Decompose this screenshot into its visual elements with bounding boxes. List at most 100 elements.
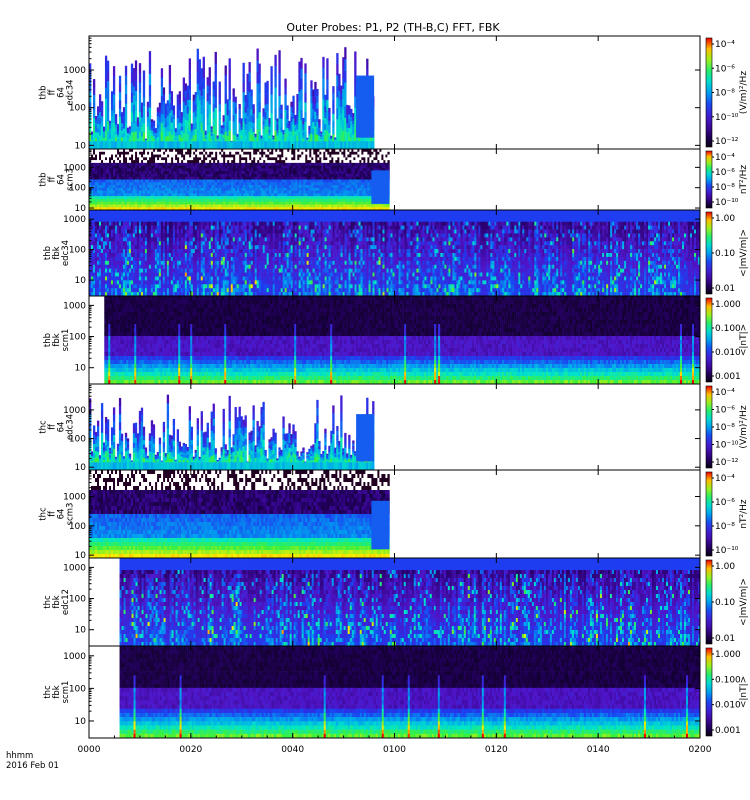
colorbar-tick-label: 1.00 xyxy=(715,562,735,572)
colorbar-tick-label: 10⁻⁸ xyxy=(715,89,735,99)
colorbar-tick-label: 10⁻⁶ xyxy=(715,168,735,178)
y-tick-label: 10 xyxy=(75,463,87,473)
y-tick-label: 100 xyxy=(69,595,86,605)
colorbar-tick-label: 10⁻¹² xyxy=(715,458,739,468)
panel-label: thcff64edc34 xyxy=(39,414,76,440)
colorbar-tick-label: 10⁻⁴ xyxy=(715,153,735,163)
panel-label: thbff64edc34 xyxy=(39,79,76,105)
colorbar-tick-label: 0.010 xyxy=(715,348,741,358)
colorbar-tick-label: 0.001 xyxy=(715,726,741,736)
spectrogram-body xyxy=(89,395,374,470)
y-tick-label: 100 xyxy=(69,333,86,343)
spectrogram-body xyxy=(120,646,701,738)
x-tick-label: 0120 xyxy=(485,745,508,755)
colorbar-tick-label: 10⁻⁸ xyxy=(715,423,735,433)
y-tick-label: 100 xyxy=(69,246,86,256)
x-tick-label: 0200 xyxy=(689,745,712,755)
colorbar: 1.00 0.10 0.01 <|mV/m|> xyxy=(706,212,749,294)
colorbar: 10⁻⁴ 10⁻⁶ 10⁻⁸ 10⁻¹⁰ 10⁻¹² (V/m)²/Hz xyxy=(706,38,749,147)
colorbar-tick-label: 10⁻¹⁰ xyxy=(715,441,739,451)
colorbar-tick-label: 10⁻⁶ xyxy=(715,406,735,416)
colorbar-tick-label: 0.001 xyxy=(715,372,741,382)
panel-8: 1000 100 10 thcfbkscm1 1.000 0.100 0.010 0.001 <… xyxy=(43,646,749,738)
colorbar-tick-label: 10⁻⁴ xyxy=(715,388,735,398)
panel-label: thcfbkedc12 xyxy=(43,589,71,615)
colorbar-tick-label: 0.10 xyxy=(715,249,735,259)
colorbar-tick-label: 0.01 xyxy=(715,284,735,294)
y-tick-label: 1000 xyxy=(63,301,86,311)
y-tick-label: 10 xyxy=(75,204,87,214)
colorbar-tick-label: 0.100 xyxy=(715,675,741,685)
colorbar-tick-label: 10⁻⁶ xyxy=(715,64,735,74)
spectrogram-body xyxy=(89,470,390,558)
colorbar-tick-label: 10⁻¹⁰ xyxy=(715,546,739,556)
x-tick-label: 0140 xyxy=(587,745,610,755)
y-tick-label: 10 xyxy=(75,364,87,374)
colorbar-tick-label: 0.01 xyxy=(715,634,735,644)
y-tick-label: 1000 xyxy=(63,652,86,662)
colorbar-tick-label: 10⁻⁴ xyxy=(715,474,735,484)
panel-3: 1000 100 10 thbfbkedc34 1.00 0.10 0.01 <|mV/m|> xyxy=(43,210,749,296)
panels: 100010010thbff64edc3410⁻⁴10⁻⁶10⁻⁸10⁻¹⁰10… xyxy=(39,36,750,738)
panel-1: 100010010thbff64edc3410⁻⁴10⁻⁶10⁻⁸10⁻¹⁰10… xyxy=(39,36,750,151)
spectrogram-body xyxy=(89,47,374,149)
colorbar-tick-label: 10⁻⁴ xyxy=(715,40,735,50)
panel-label: thbfbkedc34 xyxy=(43,240,71,266)
y-tick-label: 1000 xyxy=(63,66,86,76)
colorbar-tick-label: 1.00 xyxy=(715,214,735,224)
colorbar: 1.000 0.100 0.010 0.001 <|nT|> xyxy=(706,648,749,736)
y-tick-label: 10 xyxy=(75,551,87,561)
colorbar-tick-label: 10⁻⁶ xyxy=(715,498,735,508)
panel-2: 100010010thbff64scm310⁻⁴10⁻⁶10⁻⁸10⁻¹⁰nT²… xyxy=(39,149,750,214)
spectrogram-body xyxy=(89,149,390,210)
panel-5: 100010010thcff64edc3410⁻⁴10⁻⁶10⁻⁸10⁻¹⁰10… xyxy=(39,384,750,473)
colorbar-tick-label: 1.000 xyxy=(715,650,741,660)
panel-7: 1000 100 10 thcfbkedc12 1.00 0.10 0.01 <|mV/m|> xyxy=(43,558,749,646)
panel-label: thcff64scm3 xyxy=(39,503,76,526)
y-tick-label: 1000 xyxy=(63,215,86,225)
x-tick-label: 0020 xyxy=(179,745,202,755)
x-axis-unit-label: hhmm xyxy=(6,751,33,761)
colorbar-unit-label: <|mV/m|> xyxy=(739,229,749,277)
x-tick-label: 0100 xyxy=(383,745,406,755)
colorbar-tick-label: 10⁻¹⁰ xyxy=(715,198,739,208)
colorbar-tick-label: 1.000 xyxy=(715,300,741,310)
colorbar-unit-label: (V/m)²/Hz xyxy=(739,71,749,114)
panel-label: thbff64scm3 xyxy=(39,168,76,191)
panel-4: 1000 100 10 thbfbkscm1 1.000 0.100 0.010 0.001 <… xyxy=(43,296,749,384)
colorbar-tick-label: 0.10 xyxy=(715,598,735,608)
y-tick-label: 1000 xyxy=(63,492,86,502)
spectrogram-body xyxy=(104,296,700,384)
colorbar-tick-label: 0.010 xyxy=(715,701,741,711)
colorbar-tick-label: 0.100 xyxy=(715,324,741,334)
panel-label: thbfbkscm1 xyxy=(43,329,71,352)
colorbar-tick-label: 10⁻¹² xyxy=(715,137,739,147)
colorbar-unit-label: <|mV/m|> xyxy=(739,578,749,626)
panel-6: 100010010thcff64scm310⁻⁴10⁻⁶10⁻⁸10⁻¹⁰nT²… xyxy=(39,470,750,561)
colorbar: 10⁻⁴ 10⁻⁶ 10⁻⁸ 10⁻¹⁰ nT²/Hz xyxy=(706,472,749,556)
date-label: 2016 Feb 01 xyxy=(6,761,59,771)
colorbar-tick-label: 10⁻⁸ xyxy=(715,522,735,532)
spectrogram-body xyxy=(89,210,700,296)
colorbar-unit-label: <|nT|> xyxy=(739,676,749,708)
y-tick-label: 10 xyxy=(75,717,87,727)
y-tick-label: 1000 xyxy=(63,563,86,573)
y-tick-label: 10 xyxy=(75,141,87,151)
colorbar-unit-label: nT²/Hz xyxy=(739,165,749,195)
x-tick-label: 0000 xyxy=(78,745,101,755)
colorbar-tick-label: 10⁻¹⁰ xyxy=(715,113,739,123)
y-tick-label: 10 xyxy=(75,276,87,286)
colorbar-unit-label: nT²/Hz xyxy=(739,499,749,529)
y-tick-label: 100 xyxy=(69,684,86,694)
panel-label: thcfbkscm1 xyxy=(43,681,71,704)
spectrogram-body xyxy=(120,558,701,646)
chart-title: Outer Probes: P1, P2 (TH-B,C) FFT, FBK xyxy=(286,21,500,34)
colorbar-tick-label: 10⁻⁸ xyxy=(715,183,735,193)
colorbar: 1.000 0.100 0.010 0.001 <|nT|> xyxy=(706,298,749,382)
y-tick-label: 10 xyxy=(75,626,87,636)
x-tick-label: 0040 xyxy=(281,745,304,755)
colorbar-unit-label: <|nT|> xyxy=(739,324,749,356)
